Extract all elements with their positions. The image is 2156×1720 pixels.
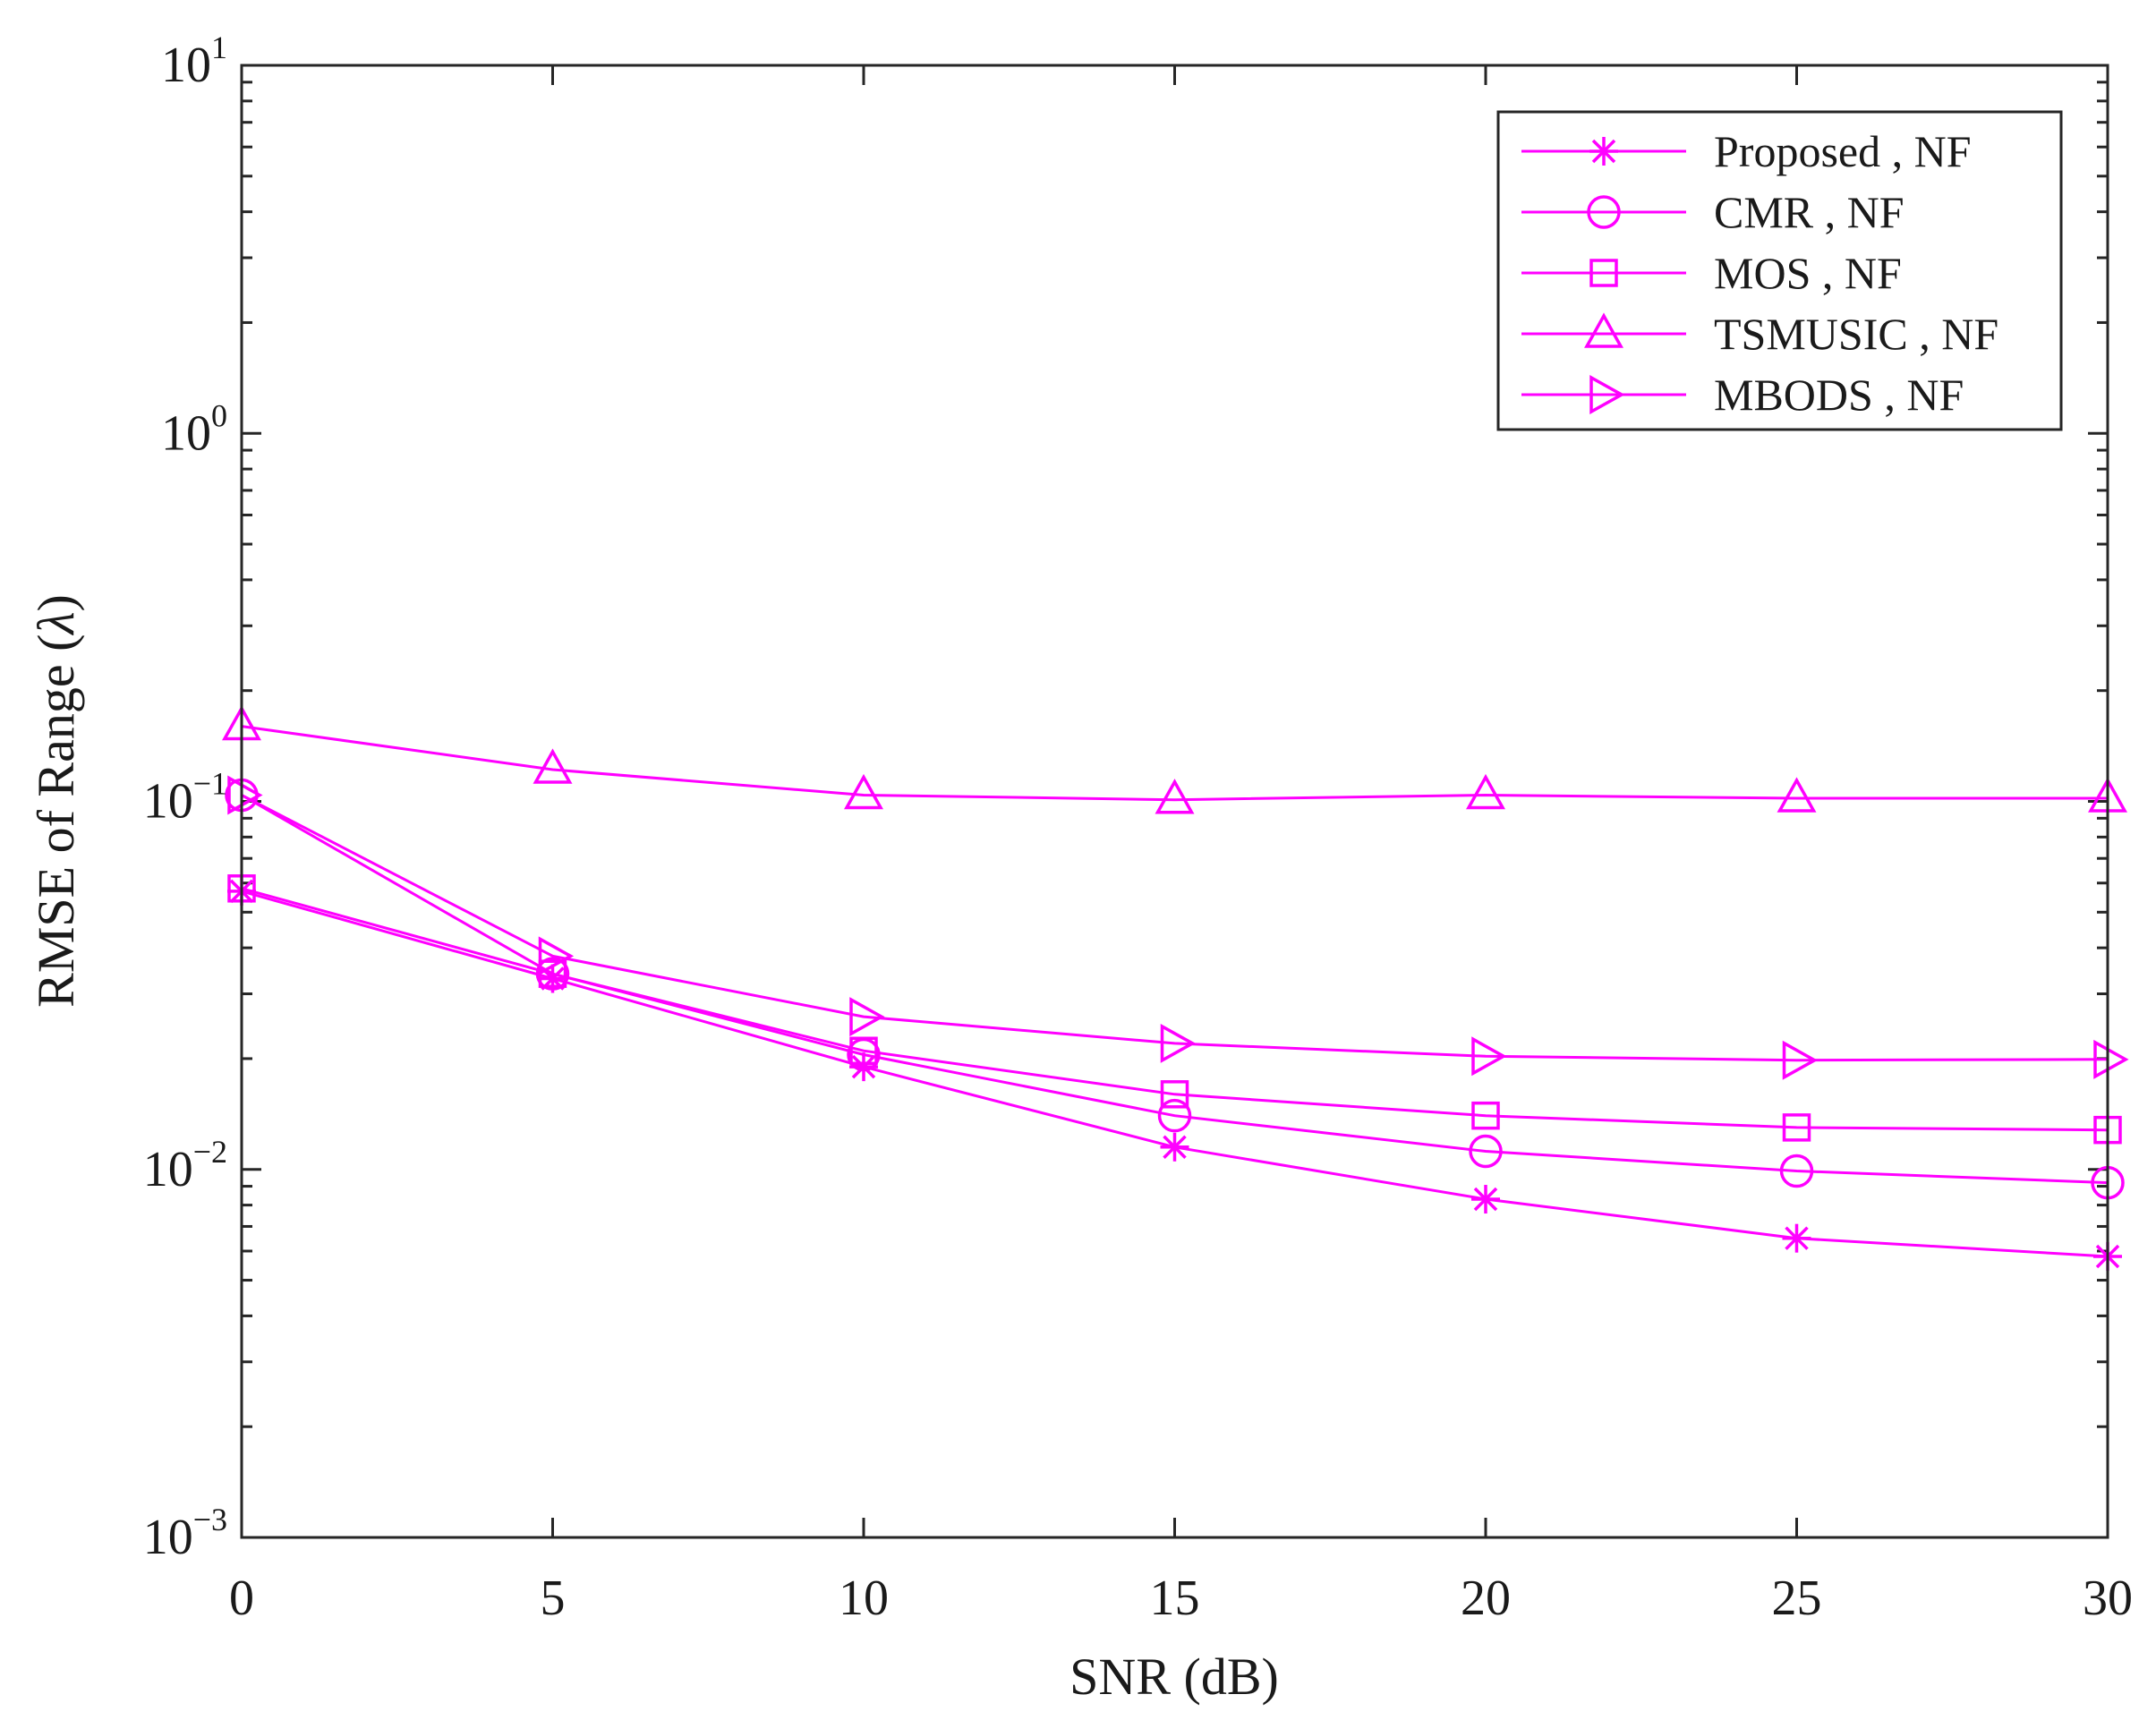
data-point-tsmusic-nf (533, 748, 573, 784)
y-tick-label: 100 (161, 397, 227, 461)
legend-item-mos-nf: MOS , NF (1521, 248, 1902, 298)
x-tick-label: 10 (839, 1571, 889, 1626)
circle-marker (535, 957, 570, 991)
legend-marker (1587, 195, 1621, 229)
data-point-tsmusic-nf (1155, 779, 1195, 814)
triangle-up-marker (1466, 773, 1505, 810)
data-point-tsmusic-nf (1777, 777, 1817, 813)
x-tick-label: 0 (229, 1571, 254, 1626)
data-point-mbods-nf (1782, 1040, 1819, 1080)
y-tick-label: 10−3 (143, 1502, 227, 1565)
square-marker (1782, 1113, 1811, 1142)
data-point-mos-nf (849, 1036, 878, 1065)
square-marker (1471, 1101, 1500, 1130)
data-point-tsmusic-nf (1466, 773, 1505, 810)
x-tick-label: 30 (2083, 1571, 2133, 1626)
data-point-mos-nf (1782, 1113, 1811, 1142)
data-point-mbods-nf (538, 936, 575, 976)
circle-marker (1157, 1098, 1192, 1133)
triangle-up-marker (1584, 312, 1623, 348)
legend-label: MOS , NF (1714, 248, 1902, 298)
data-point-mbods-nf (1471, 1036, 1507, 1077)
y-tick-label: 10−1 (143, 766, 227, 830)
y-tick-label: 10−2 (143, 1134, 227, 1197)
data-point-mos-nf (1160, 1080, 1189, 1109)
data-point-cmr-nf (1779, 1154, 1814, 1188)
legend: Proposed , NF CMR , NF MOS , NF TSMUSIC , N… (1496, 110, 2063, 431)
legend-marker (1589, 259, 1618, 287)
data-point-tsmusic-nf (844, 773, 883, 810)
legend-item-tsmusic-nf: TSMUSIC , NF (1521, 309, 1998, 359)
legend-label: MBODS , NF (1714, 370, 1964, 420)
legend-label: CMR , NF (1714, 187, 1905, 237)
plot-frame (240, 64, 2109, 1539)
triangle-up-marker (533, 748, 573, 784)
triangle-up-marker (1155, 779, 1195, 814)
triangle-right-marker (538, 936, 575, 976)
x-axis-label: SNR (dB) (1069, 1648, 1279, 1706)
legend-item-cmr-nf: CMR , NF (1521, 187, 1905, 237)
data-point-mos-nf (1471, 1101, 1500, 1130)
square-marker (849, 1036, 878, 1065)
x-tick-label: 25 (1772, 1571, 1822, 1626)
x-tick-label: 5 (541, 1571, 566, 1626)
legend-label: TSMUSIC , NF (1714, 309, 1998, 359)
asterisk-stroke (1163, 1135, 1187, 1160)
triangle-up-marker (1777, 777, 1817, 813)
y-tick-labels: 101 100 10−1 10−2 10−3 (143, 30, 227, 1565)
circle-marker (1469, 1134, 1503, 1169)
x-tick-labels: 0 5 10 15 20 25 30 (229, 1571, 2133, 1626)
asterisk-stroke (851, 1054, 876, 1079)
legend-item-proposed-nf: Proposed , NF (1521, 126, 1972, 176)
series-line-mbods-nf (241, 794, 2109, 1062)
data-point-mbods-nf (849, 997, 885, 1037)
data-point-cmr-nf (1469, 1134, 1503, 1169)
asterisk-stroke (1591, 139, 1616, 164)
data-point-proposed-nf (1471, 1185, 1500, 1214)
square-marker (1160, 1080, 1189, 1109)
triangle-right-marker (2093, 1039, 2129, 1079)
triangle-right-marker (1471, 1036, 1507, 1077)
triangle-right-marker (1782, 1040, 1819, 1080)
triangle-right-marker (849, 997, 885, 1037)
data-point-proposed-nf (1782, 1223, 1811, 1253)
triangle-up-marker (844, 773, 883, 810)
data-point-mbods-nf (227, 775, 263, 815)
legend-marker (1584, 312, 1623, 348)
square-marker (1589, 259, 1618, 287)
legend-item-mbods-nf: MBODS , NF (1521, 370, 1964, 420)
legend-label: Proposed , NF (1714, 126, 1972, 176)
asterisk-stroke (1785, 1226, 1809, 1250)
y-axis-label: RMSE of Range (λ) (27, 594, 85, 1008)
data-point-mbods-nf (1160, 1023, 1197, 1063)
triangle-right-marker (1589, 375, 1625, 414)
legend-marker (1589, 137, 1618, 166)
y-tick-label: 101 (161, 30, 227, 93)
triangle-right-marker (1160, 1023, 1197, 1063)
triangle-right-marker (227, 775, 263, 815)
legend-marker (1589, 375, 1625, 414)
circle-marker (1779, 1154, 1814, 1188)
data-point-cmr-nf (535, 957, 570, 991)
series-line-tsmusic-nf (241, 725, 2108, 802)
data-point-proposed-nf (1160, 1132, 1189, 1162)
x-tick-label: 20 (1461, 1571, 1511, 1626)
asterisk-stroke (1473, 1187, 1498, 1212)
data-point-mbods-nf (2093, 1039, 2129, 1079)
x-tick-label: 15 (1150, 1571, 1200, 1626)
circle-marker (1587, 195, 1621, 229)
data-point-cmr-nf (1157, 1098, 1192, 1133)
